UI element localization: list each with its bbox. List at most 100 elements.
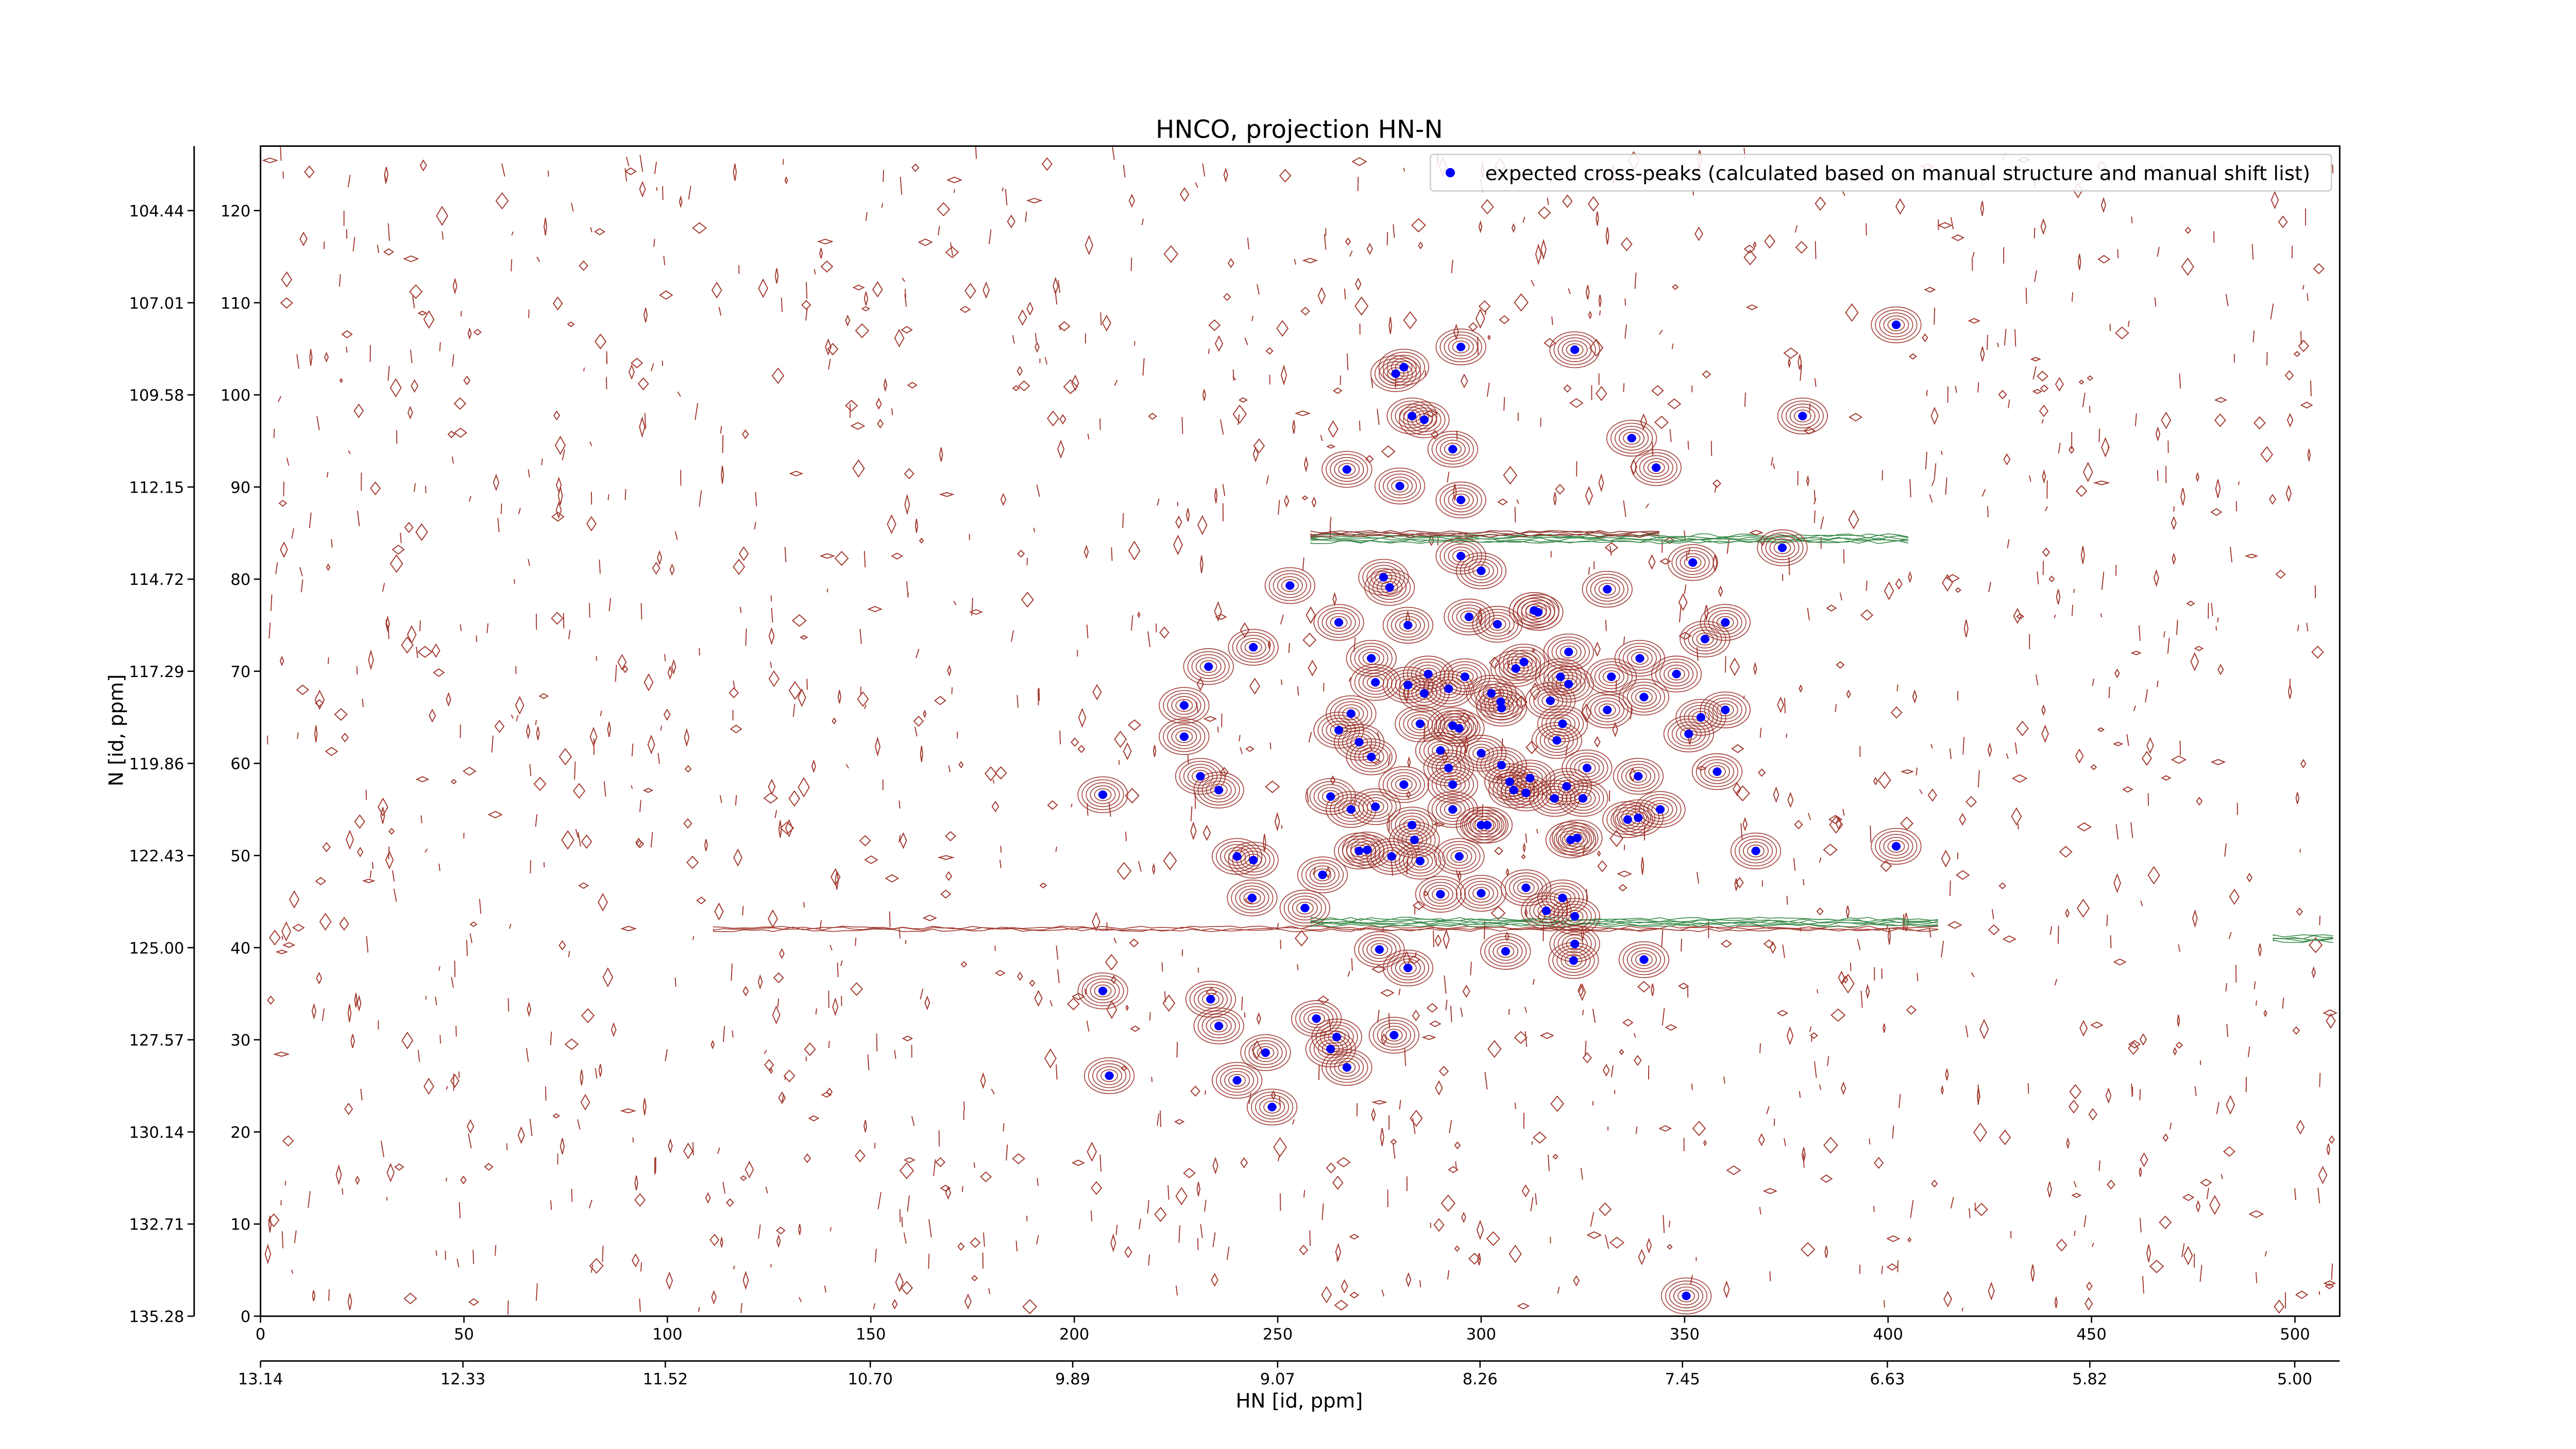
cross-peak <box>1566 835 1575 845</box>
cross-peak <box>1497 703 1506 713</box>
cross-peak <box>1556 672 1565 681</box>
cross-peak <box>1444 684 1453 694</box>
cross-peak <box>1697 713 1705 722</box>
cross-peak <box>1684 729 1693 738</box>
cross-peak <box>1105 1071 1114 1080</box>
cross-peak <box>1408 820 1417 830</box>
cross-peak <box>1487 689 1496 698</box>
cross-peak <box>1371 802 1380 811</box>
cross-peak <box>1558 719 1567 728</box>
cross-peak <box>1098 986 1107 996</box>
cross-peak <box>1214 785 1223 795</box>
cross-peak <box>1232 852 1242 861</box>
y-tick-label: 10 <box>230 1216 250 1234</box>
cross-peak <box>1798 412 1807 420</box>
x-tick-label: 200 <box>1059 1325 1089 1343</box>
cross-peak <box>1318 870 1327 880</box>
cross-peak <box>1196 772 1205 781</box>
cross-peak <box>1623 815 1632 824</box>
cross-peak <box>1420 689 1429 698</box>
cross-peak <box>1391 369 1400 378</box>
cross-peak <box>1249 643 1258 652</box>
x2-tick-label: 10.70 <box>848 1370 893 1388</box>
cross-peak <box>1312 1014 1321 1023</box>
x-tick-label: 0 <box>256 1325 265 1343</box>
artefact-streak <box>1310 534 1659 538</box>
cross-peak <box>1656 805 1665 814</box>
cross-peak <box>1892 321 1901 329</box>
cross-peak <box>1249 855 1258 865</box>
cross-peak <box>1713 767 1722 776</box>
x-tick-label: 50 <box>454 1325 474 1343</box>
cross-peak <box>1416 719 1425 728</box>
cross-peak <box>1497 761 1506 770</box>
cross-peak <box>1367 654 1376 663</box>
cross-peak <box>1375 945 1384 954</box>
y-tick-label: 30 <box>230 1032 250 1050</box>
x-tick-label: 150 <box>856 1325 886 1343</box>
x-tick-label: 450 <box>2076 1325 2106 1343</box>
x-axis-label: HN [id, ppm] <box>1235 1389 1363 1412</box>
cross-peak <box>1569 956 1578 965</box>
x-tick-label: 100 <box>652 1325 682 1343</box>
x2-tick-label: 9.89 <box>1055 1370 1090 1388</box>
cross-peak <box>1521 788 1531 798</box>
cross-peak <box>1332 1033 1341 1041</box>
y-tick-label: 100 <box>221 387 250 405</box>
cross-peak <box>1326 1044 1335 1054</box>
y2-tick-label: 117.29 <box>129 663 184 681</box>
y2-tick-label: 130.14 <box>129 1124 184 1142</box>
artefact-streak <box>2273 938 2333 942</box>
cross-peak <box>1204 662 1213 671</box>
x2-tick-label: 11.52 <box>643 1370 688 1388</box>
cross-peak <box>1483 820 1492 830</box>
cross-peak <box>1558 894 1567 902</box>
cross-peak <box>1534 608 1543 617</box>
x2-tick-label: 5.82 <box>2072 1370 2107 1388</box>
artefact-streak <box>2273 939 2333 943</box>
cross-peak <box>1460 672 1469 681</box>
x2-tick-label: 13.14 <box>238 1370 283 1388</box>
cross-peak <box>1395 481 1404 491</box>
cross-peak <box>1385 583 1394 592</box>
cross-peak <box>1634 813 1643 822</box>
cross-peak <box>1416 856 1425 866</box>
y2-tick-label: 104.44 <box>129 203 184 221</box>
cross-peak <box>1700 634 1709 644</box>
cross-peak <box>1334 726 1343 735</box>
cross-peak <box>1436 746 1445 755</box>
cross-peak <box>1552 736 1562 745</box>
cross-peak <box>1214 1021 1223 1031</box>
x2-tick-label: 7.45 <box>1665 1370 1700 1388</box>
cross-peak <box>1582 764 1591 772</box>
cross-peak <box>1399 780 1409 789</box>
y-tick-label: 0 <box>241 1308 250 1326</box>
cross-peak <box>1672 669 1681 679</box>
cross-peak <box>1627 433 1636 443</box>
cross-peak <box>1300 903 1310 913</box>
cross-peak <box>1420 415 1429 424</box>
y2-tick-label: 109.58 <box>129 387 184 405</box>
cross-peak <box>1639 955 1649 964</box>
cross-peak <box>1519 658 1529 667</box>
y-tick-label: 20 <box>230 1124 250 1142</box>
cross-peak <box>1180 701 1189 710</box>
cross-peak <box>1477 820 1486 830</box>
cross-peak <box>1346 805 1355 814</box>
cross-peak <box>1454 724 1464 733</box>
cross-peak <box>1448 721 1458 730</box>
cross-peak <box>1635 654 1645 663</box>
cross-peak <box>1456 495 1465 504</box>
cross-peak <box>1526 773 1535 783</box>
artefact-streak <box>1310 531 1659 535</box>
cross-peak <box>1387 852 1396 861</box>
cross-peak <box>1448 780 1458 789</box>
y-tick-label: 80 <box>230 571 250 589</box>
cross-peak <box>1403 964 1413 972</box>
cross-peak <box>1367 752 1376 762</box>
cross-peak <box>1541 906 1551 915</box>
artefact-streak <box>1310 920 1939 925</box>
x2-tick-label: 6.63 <box>1870 1370 1905 1388</box>
cross-peak <box>1444 764 1453 772</box>
cross-peak <box>1363 846 1372 854</box>
